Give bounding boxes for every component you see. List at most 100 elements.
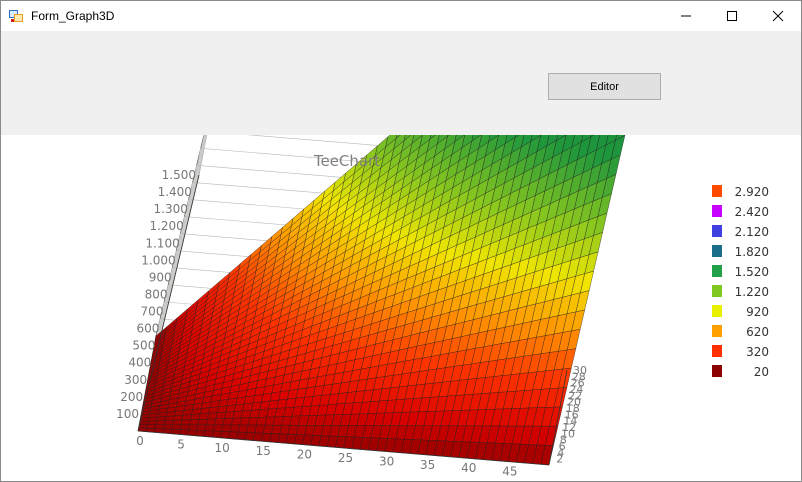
- surface-cell: [196, 424, 207, 431]
- y-tick-label: 600: [136, 322, 159, 336]
- surface-cell: [188, 424, 199, 431]
- surface-cell: [208, 406, 219, 414]
- legend-swatch: [712, 245, 722, 257]
- z-tick-label: 10: [561, 427, 575, 440]
- surface-cell: [182, 409, 193, 416]
- z-tick-label: 12: [562, 421, 576, 434]
- z-tick-label: 18: [566, 402, 580, 415]
- surface-cell: [156, 416, 167, 422]
- x-tick-label: 35: [420, 458, 435, 472]
- legend-label: 20: [754, 365, 769, 379]
- legend-swatch: [712, 365, 722, 377]
- z-tick-label: 14: [563, 415, 577, 428]
- surface-cell: [163, 424, 173, 430]
- x-tick-label: 25: [338, 451, 353, 465]
- y-tick-label: 1.000: [141, 253, 175, 267]
- surface-cell: [165, 411, 176, 417]
- title-bar: Form_Graph3D: [1, 1, 801, 31]
- y-tick-label: 200: [120, 390, 143, 404]
- z-tick-label: 26: [571, 377, 585, 390]
- chart-title: TeeChart: [313, 152, 380, 170]
- surface-cell: [172, 419, 183, 425]
- legend-swatch: [712, 225, 722, 237]
- surface-cell: [205, 418, 217, 426]
- surface-cell: [219, 431, 231, 439]
- wall-gridline: [152, 95, 215, 352]
- surface-cell: [155, 420, 166, 425]
- surface-cell: [164, 415, 175, 421]
- surface-cell: [237, 424, 249, 433]
- legend-label: 2.420: [735, 205, 769, 219]
- legend-label: 1.220: [735, 285, 769, 299]
- y-tick-label: 700: [141, 305, 164, 319]
- surface-cell: [181, 414, 192, 421]
- legend-label: 320: [746, 345, 769, 359]
- tool-panel: Editor: [1, 31, 801, 135]
- axis-line: [548, 369, 568, 466]
- legend-label: 1.820: [735, 245, 769, 259]
- y-tick-label: 100: [116, 407, 139, 421]
- y-tick-label: 300: [124, 373, 147, 387]
- maximize-icon: [727, 11, 737, 21]
- surface-cell: [228, 431, 239, 440]
- z-tick-label: 28: [572, 370, 586, 383]
- surface-cell: [216, 405, 228, 413]
- legend-swatch: [712, 285, 722, 297]
- legend-swatch: [712, 305, 722, 317]
- surface-cell: [213, 424, 224, 432]
- surface-cell: [198, 413, 209, 420]
- legend-swatch: [712, 205, 722, 217]
- y-tick-label: 800: [145, 287, 168, 301]
- z-tick-label: 8: [560, 434, 567, 447]
- x-tick-label: 30: [379, 454, 394, 468]
- surface-cell: [211, 430, 222, 438]
- surface-cell: [147, 420, 157, 425]
- z-tick-label: 24: [569, 383, 583, 396]
- app-icon: [9, 10, 23, 22]
- surface-cell: [214, 418, 225, 426]
- surface-cell: [173, 415, 184, 421]
- minimize-button[interactable]: [663, 1, 709, 31]
- surface-cell: [189, 419, 200, 426]
- surface-cell: [199, 407, 211, 415]
- legend-swatch: [712, 265, 722, 277]
- surface-cell: [171, 424, 182, 430]
- legend-swatch: [712, 185, 722, 197]
- z-tick-label: 22: [568, 389, 582, 402]
- surface-cell: [190, 413, 201, 420]
- surface-cell: [229, 424, 240, 433]
- legend-swatch: [712, 325, 722, 337]
- x-tick-label: 15: [256, 444, 271, 458]
- y-tick-label: 1.400: [158, 185, 192, 199]
- maximize-button[interactable]: [709, 1, 755, 31]
- y-tick-label: 400: [128, 356, 151, 370]
- z-tick-label: 2: [556, 453, 563, 466]
- legend-label: 2.120: [735, 225, 769, 239]
- z-tick-label: 30: [573, 364, 587, 377]
- z-tick-label: 4: [557, 446, 564, 459]
- legend-label: 2.920: [735, 185, 769, 199]
- minimize-icon: [681, 15, 691, 17]
- wall-gridline: [149, 111, 212, 368]
- surface-cell: [138, 424, 148, 429]
- x-tick-label: 40: [461, 461, 476, 475]
- editor-button[interactable]: Editor: [548, 73, 661, 100]
- surface-cell: [215, 412, 226, 420]
- x-tick-label: 5: [177, 437, 185, 451]
- legend-label: 620: [746, 325, 769, 339]
- surface-cell: [154, 424, 165, 430]
- legend-label: 1.520: [735, 265, 769, 279]
- surface-cell: [179, 424, 190, 431]
- z-tick-label: 20: [567, 396, 581, 409]
- close-icon: [772, 10, 784, 22]
- surface-cell: [221, 424, 232, 432]
- close-button[interactable]: [755, 1, 801, 31]
- y-tick-label: 1.500: [162, 168, 196, 182]
- x-tick-label: 45: [502, 465, 517, 479]
- x-tick-label: 0: [136, 434, 144, 448]
- surface-cell: [146, 424, 157, 429]
- y-tick-label: 1.300: [154, 202, 188, 216]
